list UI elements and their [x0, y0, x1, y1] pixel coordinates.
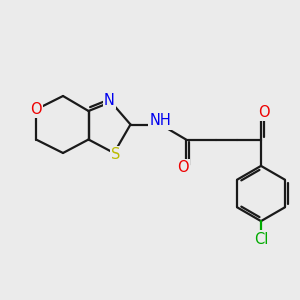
Text: O: O	[177, 160, 189, 175]
Text: O: O	[258, 105, 270, 120]
Text: NH: NH	[150, 113, 171, 128]
Text: S: S	[111, 147, 120, 162]
Text: Cl: Cl	[254, 232, 268, 247]
Text: O: O	[30, 102, 42, 117]
Text: N: N	[104, 93, 115, 108]
